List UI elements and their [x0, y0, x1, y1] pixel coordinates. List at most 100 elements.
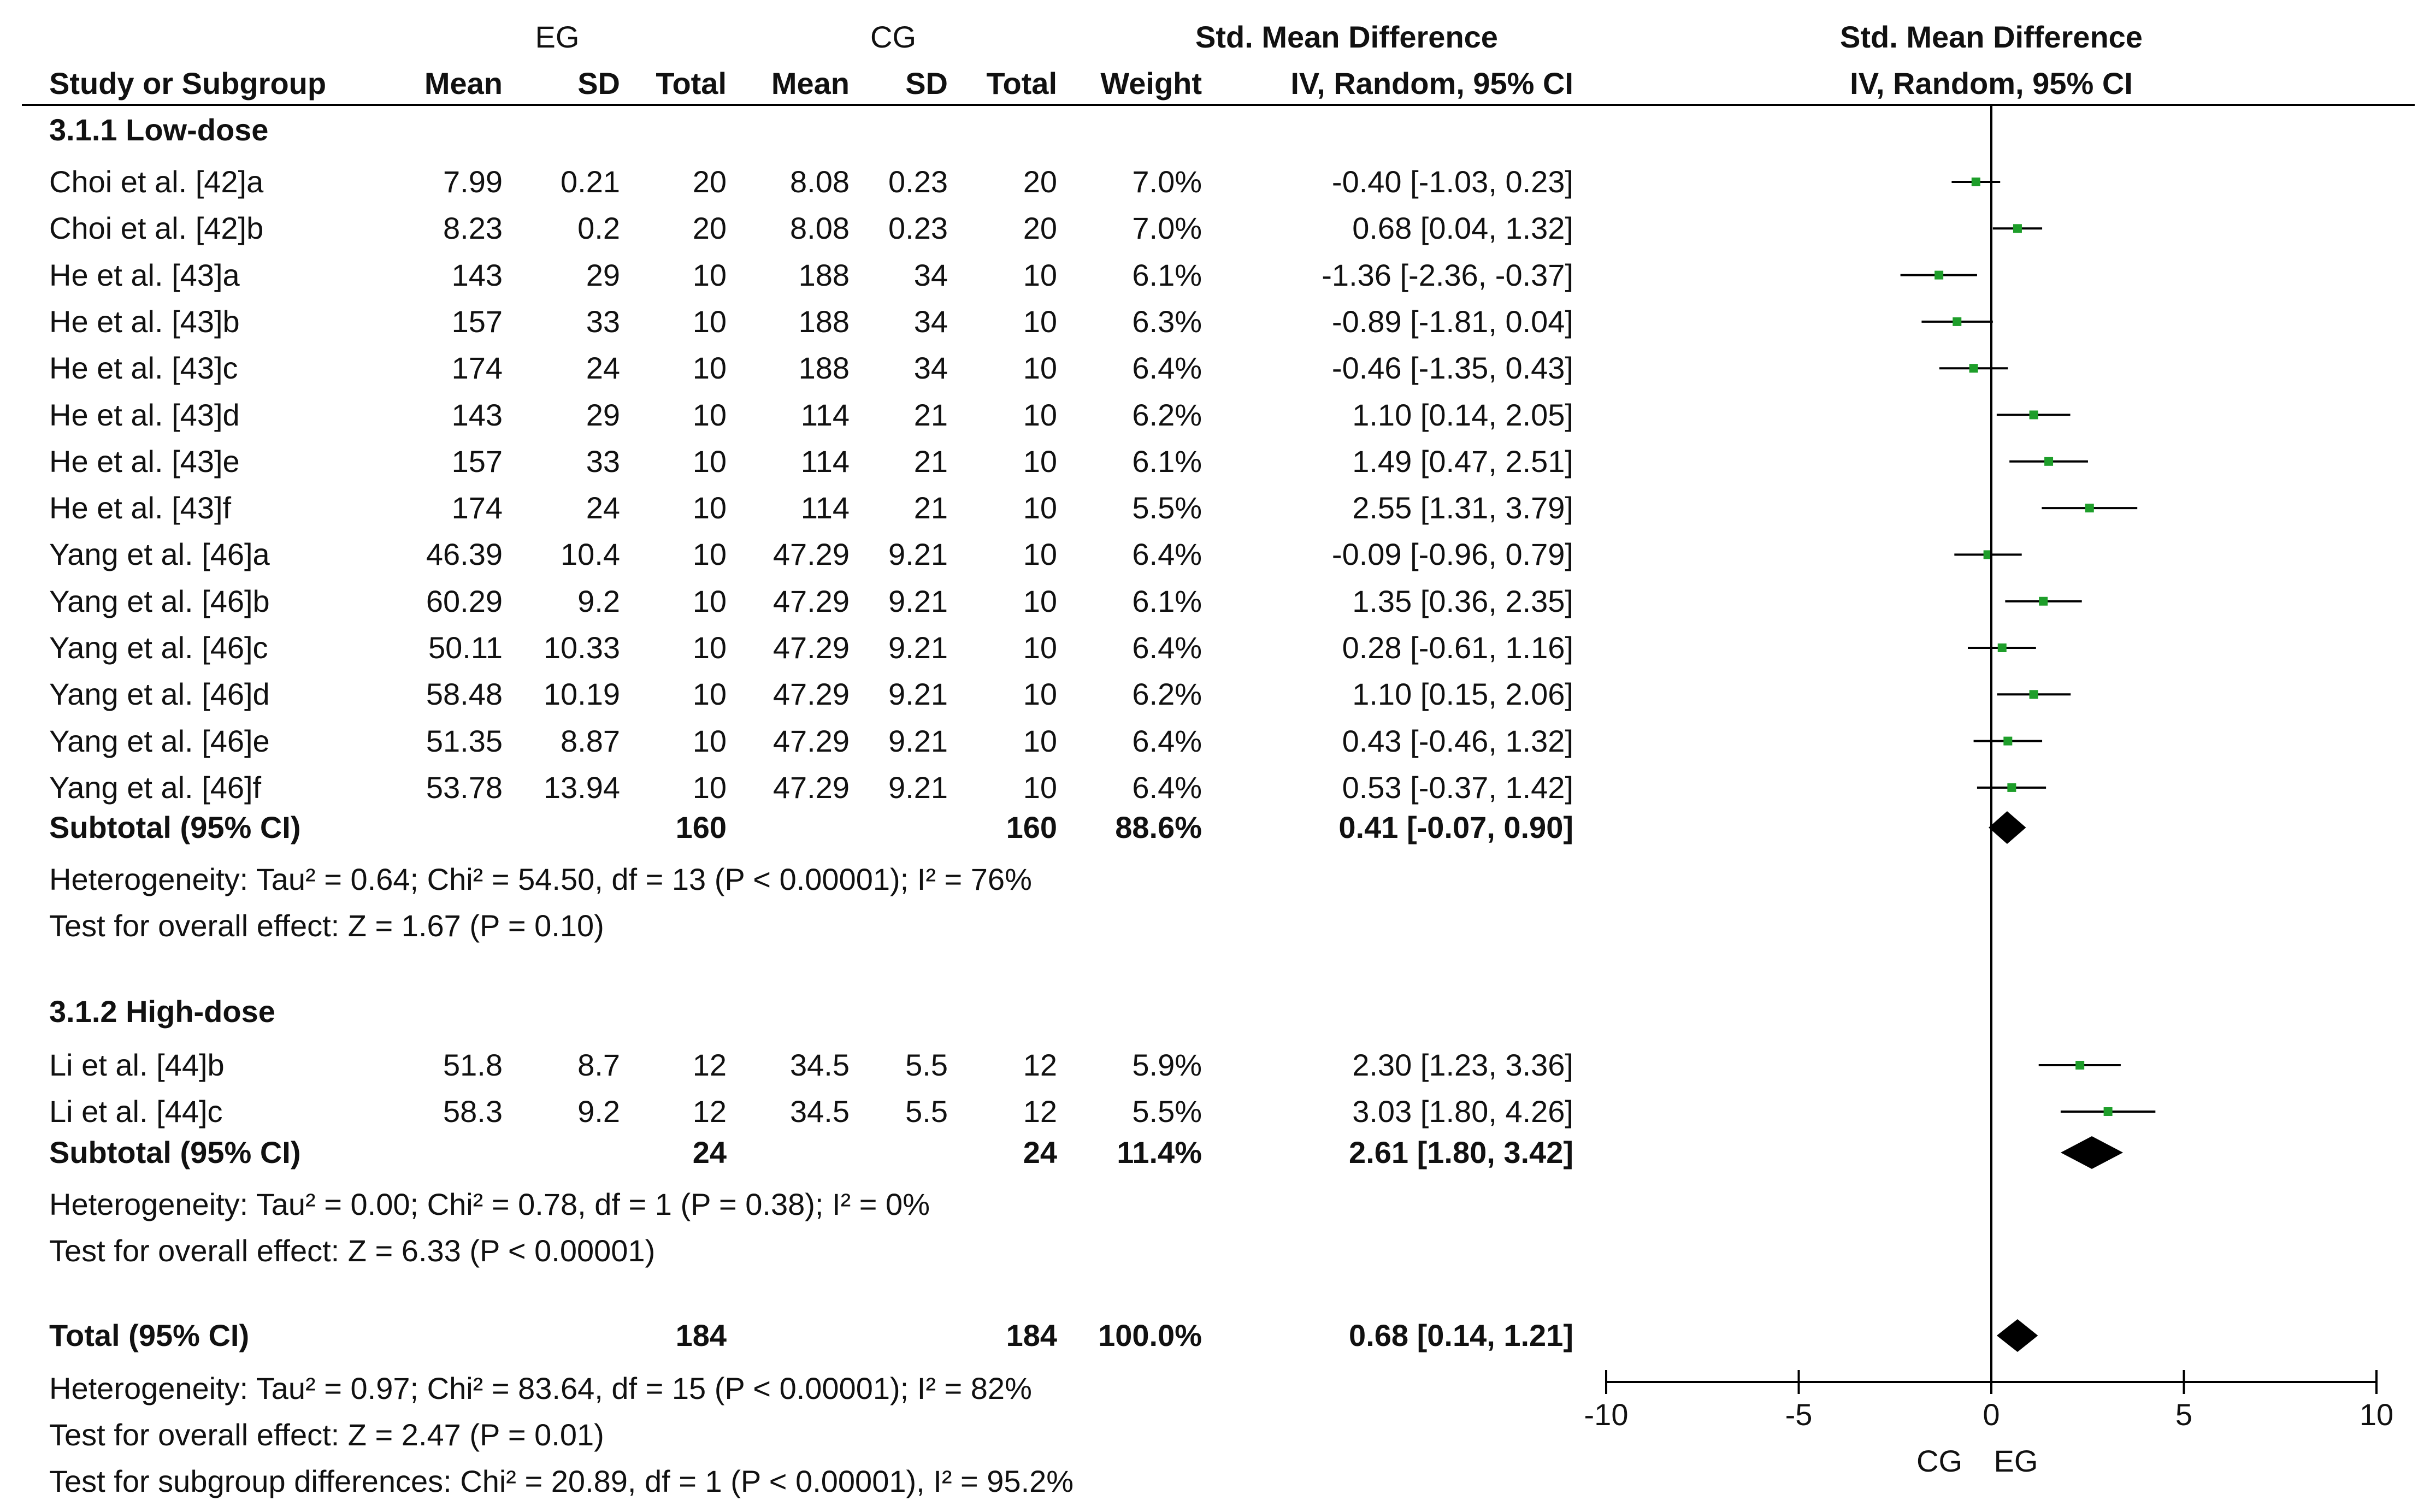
subtotal-ci: 0.41 [-0.07, 0.90]	[1338, 810, 1573, 844]
eg-total: 20	[692, 211, 727, 246]
cg-sd: 34	[913, 304, 948, 339]
eg-sd: 29	[586, 257, 620, 292]
weight: 6.4%	[1132, 351, 1202, 386]
cg-total: 10	[1023, 257, 1057, 292]
column-header-1: Mean	[424, 66, 503, 101]
eg-total: 10	[692, 723, 727, 758]
smd-ci: -0.89 [-1.81, 0.04]	[1331, 304, 1573, 339]
table-effect-subtitle: IV, Random, 95% CI	[1290, 66, 1573, 101]
cg-total: 20	[1023, 164, 1057, 199]
cg-sd: 34	[913, 257, 948, 292]
eg-sd: 10.19	[543, 677, 620, 712]
column-header-7: Weight	[1100, 66, 1202, 101]
cg-mean: 34.5	[790, 1048, 850, 1082]
study-name: He et al. [43]e	[49, 444, 240, 479]
subtotal-ci: 2.61 [1.80, 3.42]	[1349, 1135, 1573, 1170]
study-name: Yang et al. [46]c	[49, 630, 268, 665]
column-header-4: Mean	[771, 66, 850, 101]
weight: 6.3%	[1132, 304, 1202, 339]
cg-group-header: CG	[870, 20, 916, 54]
cg-sd: 5.5	[905, 1048, 948, 1082]
subtotal-cg-total: 24	[1023, 1135, 1057, 1170]
cg-total: 12	[1023, 1094, 1057, 1129]
point-estimate	[2103, 1107, 2113, 1116]
eg-group-header: EG	[535, 20, 580, 54]
x-tick-label: 10	[2359, 1397, 2394, 1432]
smd-ci: -0.09 [-0.96, 0.79]	[1331, 537, 1573, 572]
heterogeneity-text: Heterogeneity: Tau² = 0.00; Chi² = 0.78,…	[49, 1187, 930, 1221]
column-header-study: Study or Subgroup	[49, 66, 327, 101]
cg-mean: 47.29	[772, 537, 850, 572]
cg-mean: 47.29	[772, 583, 850, 618]
eg-mean: 53.78	[426, 770, 503, 805]
eg-total: 10	[692, 397, 727, 432]
smd-ci: 0.28 [-0.61, 1.16]	[1342, 630, 1573, 665]
eg-sd: 8.87	[561, 723, 620, 758]
cg-sd: 34	[913, 351, 948, 386]
smd-ci: 1.49 [0.47, 2.51]	[1352, 444, 1573, 479]
study-name: Li et al. [44]b	[49, 1048, 225, 1082]
smd-ci: -0.46 [-1.35, 0.43]	[1331, 351, 1573, 386]
point-estimate	[1969, 364, 1978, 373]
subtotal-label: Subtotal (95% CI)	[49, 1135, 301, 1170]
eg-total: 10	[692, 583, 727, 618]
group-label: 3.1.2 High-dose	[49, 994, 275, 1029]
eg-sd: 13.94	[543, 770, 620, 805]
column-header-5: SD	[905, 66, 948, 101]
smd-ci: 2.30 [1.23, 3.36]	[1352, 1048, 1573, 1082]
weight: 6.1%	[1132, 583, 1202, 618]
total-ci: 0.68 [0.14, 1.21]	[1349, 1318, 1573, 1352]
cg-total: 12	[1023, 1048, 1057, 1082]
study-name: Li et al. [44]c	[49, 1094, 223, 1129]
eg-sd: 0.2	[577, 211, 620, 246]
point-estimate	[2085, 504, 2094, 513]
cg-total: 10	[1023, 397, 1057, 432]
cg-mean: 47.29	[772, 723, 850, 758]
x-tick-label: -10	[1584, 1397, 1629, 1432]
cg-sd: 0.23	[888, 211, 948, 246]
cg-total: 10	[1023, 491, 1057, 525]
weight: 6.4%	[1132, 723, 1202, 758]
cg-total: 10	[1023, 537, 1057, 572]
study-name: He et al. [43]a	[49, 257, 240, 292]
subtotal-diamond	[2060, 1136, 2124, 1169]
cg-total: 10	[1023, 583, 1057, 618]
smd-ci: 0.43 [-0.46, 1.32]	[1342, 723, 1573, 758]
heterogeneity-text: Heterogeneity: Tau² = 0.64; Chi² = 54.50…	[49, 862, 1032, 896]
smd-ci: 3.03 [1.80, 4.26]	[1352, 1094, 1573, 1129]
cg-mean: 188	[798, 257, 850, 292]
eg-total: 10	[692, 304, 727, 339]
study-name: Yang et al. [46]b	[49, 583, 270, 618]
smd-ci: -0.40 [-1.03, 0.23]	[1331, 164, 1573, 199]
x-tick-label: 5	[2175, 1397, 2193, 1432]
eg-mean: 7.99	[443, 164, 503, 199]
cg-total: 10	[1023, 304, 1057, 339]
study-name: He et al. [43]f	[49, 491, 232, 525]
eg-mean: 50.11	[428, 630, 503, 665]
weight: 5.5%	[1132, 1094, 1202, 1129]
point-estimate	[2029, 410, 2038, 420]
point-estimate	[1983, 550, 1992, 559]
eg-sd: 33	[586, 304, 620, 339]
cg-sd: 21	[913, 491, 948, 525]
weight: 6.1%	[1132, 444, 1202, 479]
cg-total: 20	[1023, 211, 1057, 246]
point-estimate	[1953, 317, 1962, 326]
favours-cg-label: CG	[1916, 1444, 1962, 1478]
eg-mean: 46.39	[426, 537, 503, 572]
total-weight: 100.0%	[1098, 1318, 1202, 1352]
cg-sd: 9.21	[888, 630, 948, 665]
eg-mean: 157	[451, 304, 503, 339]
eg-sd: 10.33	[543, 630, 620, 665]
weight: 7.0%	[1132, 164, 1202, 199]
eg-total: 12	[692, 1048, 727, 1082]
cg-mean: 47.29	[772, 630, 850, 665]
point-estimate	[1935, 270, 1944, 280]
eg-total: 10	[692, 630, 727, 665]
cg-mean: 114	[800, 397, 850, 432]
cg-sd: 0.23	[888, 164, 948, 199]
cg-mean: 47.29	[772, 770, 850, 805]
study-name: Yang et al. [46]a	[49, 537, 270, 572]
plot-title: Std. Mean Difference	[1840, 20, 2143, 54]
study-name: He et al. [43]b	[49, 304, 240, 339]
